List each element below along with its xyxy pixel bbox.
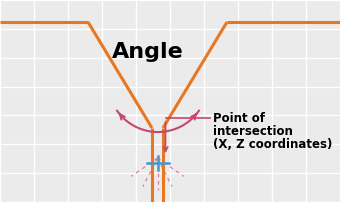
Text: Point of: Point of [213, 112, 265, 125]
Text: Angle: Angle [112, 42, 184, 62]
Text: (X, Z coordinates): (X, Z coordinates) [213, 138, 333, 151]
Text: intersection: intersection [213, 125, 293, 138]
